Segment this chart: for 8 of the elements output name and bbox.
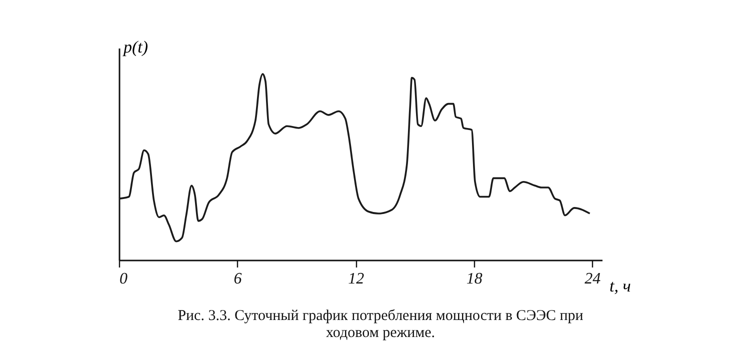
text: Рис. 3.3. Суточный график потребления мощности в СЭЭС при ходовом режиме. xyxy=(178,308,584,341)
x-axis-title: t, ч xyxy=(610,276,631,296)
x-tick-label: 0 xyxy=(120,270,128,288)
x-tick-label: 24 xyxy=(584,270,601,288)
x-tick-label: 12 xyxy=(348,270,364,288)
x-tick-label: 6 xyxy=(234,270,242,288)
x-tick-label: 18 xyxy=(466,270,482,288)
y-axis-title: p(t) xyxy=(122,38,148,56)
